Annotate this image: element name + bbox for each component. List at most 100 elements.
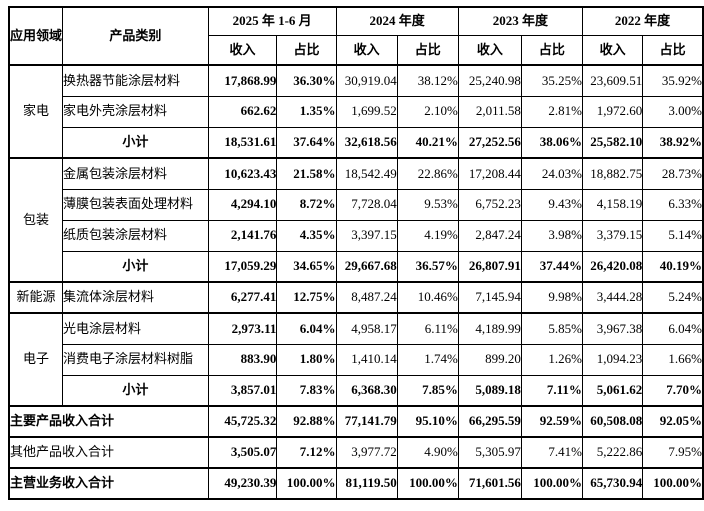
share-value-cell: 9.53% xyxy=(396,188,459,221)
revenue-value-cell: 6,368.30 xyxy=(335,374,398,407)
row-total-label: 主要产品收入合计 xyxy=(8,405,209,438)
share-value-cell: 4.90% xyxy=(396,436,459,469)
revenue-value-cell: 25,240.98 xyxy=(457,64,522,97)
share-value-cell: 7.41% xyxy=(520,436,583,469)
row-total-label: 其他产品收入合计 xyxy=(8,436,209,469)
subtotal-label: 小计 xyxy=(62,374,209,407)
share-value-cell: 92.59% xyxy=(520,405,583,438)
header-share: 占比 xyxy=(396,34,459,66)
share-value-cell: 1.74% xyxy=(396,343,459,376)
revenue-value-cell: 10,623.43 xyxy=(207,157,278,190)
revenue-value-cell: 5,222.86 xyxy=(581,436,644,469)
table-row: 小计 3,857.01 7.83% 6,368.30 7.85% 5,089.18 7.11… xyxy=(9,374,704,407)
table-row: 家电 换热器节能涂层材料 17,868.99 36.30% 30,919.04 38.12… xyxy=(8,64,704,159)
share-value-cell: 1.35% xyxy=(276,95,337,128)
table-row: 家电外壳涂层材料 662.62 1.35% 1,699.52 2.10% 2,011.58… xyxy=(9,95,704,128)
header-revenue: 收入 xyxy=(457,34,522,66)
revenue-value-cell: 27,252.56 xyxy=(457,126,522,159)
share-value-cell: 6.33% xyxy=(642,188,704,221)
share-value-cell: 7.95% xyxy=(642,436,704,469)
table-row: 包装 金属包装涂层材料 10,623.43 21.58% 18,542.49 22.86%… xyxy=(8,157,704,283)
application-field-label: 新能源 xyxy=(8,281,64,314)
revenue-value-cell: 4,958.17 xyxy=(335,312,398,345)
share-value-cell: 35.25% xyxy=(520,64,583,97)
product-category-label: 金属包装涂层材料 xyxy=(62,157,209,190)
revenue-value-cell: 45,725.32 xyxy=(207,405,278,438)
revenue-value-cell: 3,379.15 xyxy=(581,219,644,252)
header-period-2024: 2024 年度 xyxy=(335,6,459,36)
share-value-cell: 36.57% xyxy=(396,250,459,283)
revenue-value-cell: 4,158.19 xyxy=(581,188,644,221)
table-row: 主要产品收入合计 45,725.32 92.88% 77,141.79 95.10% 66… xyxy=(8,405,704,438)
revenue-value-cell: 17,868.99 xyxy=(207,64,278,97)
application-field-label: 电子 xyxy=(8,312,64,407)
header-share: 占比 xyxy=(642,34,704,66)
revenue-value-cell: 23,609.51 xyxy=(581,64,644,97)
share-value-cell: 6.04% xyxy=(276,312,337,345)
revenue-value-cell: 81,119.50 xyxy=(335,467,398,500)
share-value-cell: 7.85% xyxy=(396,374,459,407)
revenue-value-cell: 17,208.44 xyxy=(457,157,522,190)
share-value-cell: 3.98% xyxy=(520,219,583,252)
table-header: 应用领域 产品类别 2025 年 1-6 月 2024 年度 2023 年度 2… xyxy=(8,6,704,66)
share-value-cell: 5.14% xyxy=(642,219,704,252)
revenue-value-cell: 26,807.91 xyxy=(457,250,522,283)
revenue-value-cell: 3,444.28 xyxy=(581,281,644,314)
share-value-cell: 21.58% xyxy=(276,157,337,190)
share-value-cell: 22.86% xyxy=(396,157,459,190)
revenue-value-cell: 662.62 xyxy=(207,95,278,128)
product-category-label: 集流体涂层材料 xyxy=(62,281,209,314)
revenue-value-cell: 883.90 xyxy=(207,343,278,376)
revenue-value-cell: 71,601.56 xyxy=(457,467,522,500)
share-value-cell: 37.44% xyxy=(520,250,583,283)
revenue-value-cell: 3,977.72 xyxy=(335,436,398,469)
header-period-2025: 2025 年 1-6 月 xyxy=(207,6,337,36)
share-value-cell: 38.12% xyxy=(396,64,459,97)
share-value-cell: 100.00% xyxy=(520,467,583,500)
revenue-value-cell: 18,882.75 xyxy=(581,157,644,190)
revenue-value-cell: 2,011.58 xyxy=(457,95,522,128)
share-value-cell: 7.12% xyxy=(276,436,337,469)
share-value-cell: 2.81% xyxy=(520,95,583,128)
revenue-value-cell: 1,699.52 xyxy=(335,95,398,128)
share-value-cell: 2.10% xyxy=(396,95,459,128)
revenue-value-cell: 5,061.62 xyxy=(581,374,644,407)
share-value-cell: 35.92% xyxy=(642,64,704,97)
revenue-value-cell: 49,230.39 xyxy=(207,467,278,500)
share-value-cell: 7.11% xyxy=(520,374,583,407)
header-application-field: 应用领域 xyxy=(8,6,64,66)
share-value-cell: 7.70% xyxy=(642,374,704,407)
revenue-value-cell: 65,730.94 xyxy=(581,467,644,500)
share-value-cell: 1.26% xyxy=(520,343,583,376)
revenue-value-cell: 66,295.59 xyxy=(457,405,522,438)
revenue-value-cell: 1,094.23 xyxy=(581,343,644,376)
revenue-value-cell: 26,420.08 xyxy=(581,250,644,283)
share-value-cell: 37.64% xyxy=(276,126,337,159)
table-row: 其他产品收入合计 3,505.07 7.12% 3,977.72 4.90% 5,305.… xyxy=(8,436,704,469)
revenue-value-cell: 7,728.04 xyxy=(335,188,398,221)
revenue-value-cell: 4,189.99 xyxy=(457,312,522,345)
share-value-cell: 100.00% xyxy=(276,467,337,500)
revenue-value-cell: 5,089.18 xyxy=(457,374,522,407)
share-value-cell: 12.75% xyxy=(276,281,337,314)
revenue-value-cell: 6,277.41 xyxy=(207,281,278,314)
share-value-cell: 5.85% xyxy=(520,312,583,345)
revenue-value-cell: 8,487.24 xyxy=(335,281,398,314)
header-row-subcolumns: 收入 占比 收入 占比 收入 占比 收入 占比 xyxy=(9,34,704,66)
revenue-value-cell: 4,294.10 xyxy=(207,188,278,221)
header-share: 占比 xyxy=(520,34,583,66)
revenue-value-cell: 60,508.08 xyxy=(581,405,644,438)
revenue-value-cell: 7,145.94 xyxy=(457,281,522,314)
share-value-cell: 100.00% xyxy=(642,467,704,500)
share-value-cell: 1.66% xyxy=(642,343,704,376)
table-row: 薄膜包装表面处理材料 4,294.10 8.72% 7,728.04 9.53% 6,75… xyxy=(9,188,704,221)
header-row-periods: 应用领域 产品类别 2025 年 1-6 月 2024 年度 2023 年度 2… xyxy=(8,6,704,66)
revenue-value-cell: 25,582.10 xyxy=(581,126,644,159)
header-revenue: 收入 xyxy=(581,34,644,66)
revenue-value-cell: 2,141.76 xyxy=(207,219,278,252)
share-value-cell: 3.00% xyxy=(642,95,704,128)
header-product-category: 产品类别 xyxy=(62,6,209,66)
share-value-cell: 5.24% xyxy=(642,281,704,314)
share-value-cell: 28.73% xyxy=(642,157,704,190)
